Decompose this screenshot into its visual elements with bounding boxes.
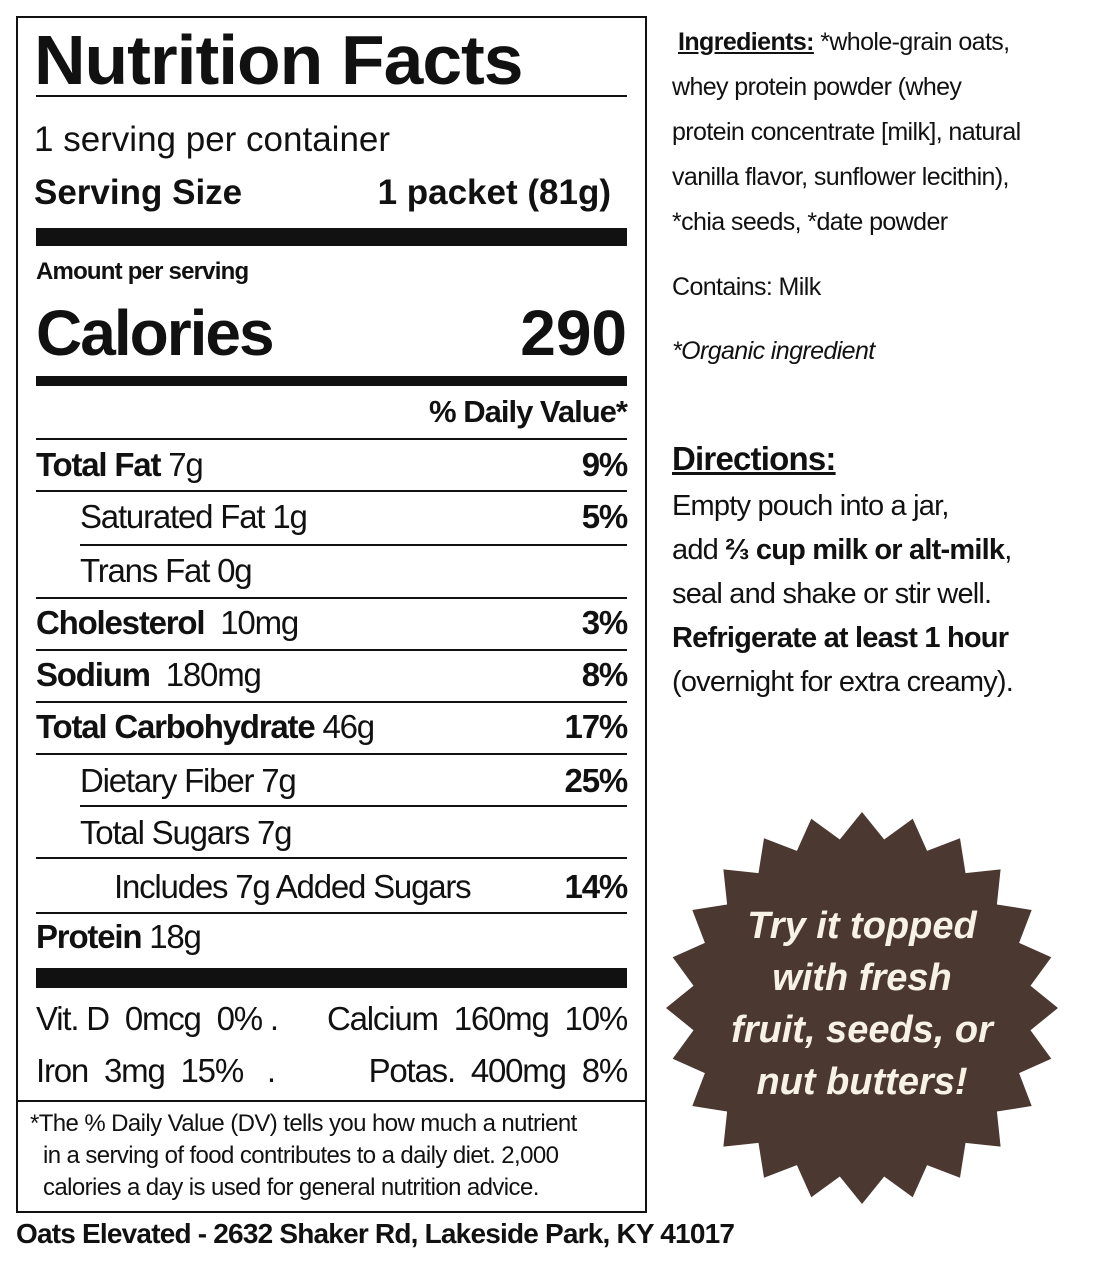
ingredients-text: *chia seeds, *date powder <box>672 208 948 236</box>
badge-line: Try it topped <box>747 905 977 947</box>
nutrient-name: Trans Fat 0g <box>80 552 253 589</box>
nutrient-name: Includes 7g Added Sugars <box>114 868 472 905</box>
divider <box>80 805 627 807</box>
nutrition-title: Nutrition Facts <box>34 21 524 99</box>
directions-text: add ⅔ cup milk or alt-milk, <box>672 534 1012 567</box>
starburst-badge <box>666 812 1058 1204</box>
nutrient-row-protein: Protein 18g <box>36 916 627 956</box>
organic-note: *Organic ingredient <box>672 337 875 365</box>
nutrient-name: Total Fat <box>36 446 161 483</box>
footnote: *The % Daily Value (DV) tells you how mu… <box>30 1108 577 1204</box>
nutrient-amount: 10mg <box>220 604 299 641</box>
nutrient-amount: 180mg <box>165 656 262 693</box>
footnote-divider <box>18 1100 645 1102</box>
divider <box>36 912 627 914</box>
badge-line: with fresh <box>772 957 952 999</box>
ingredients-text: protein concentrate [milk], natural <box>672 118 1021 146</box>
footer-address: Oats Elevated - 2632 Shaker Rd, Lakeside… <box>16 1218 735 1249</box>
divider <box>36 438 627 440</box>
amount-per-serving: Amount per serving <box>36 258 249 285</box>
divider <box>36 857 627 859</box>
iron-value: Iron 3mg 15% . <box>36 1052 276 1089</box>
nutrient-row-added-sugars: Includes 7g Added Sugars 14% <box>36 866 629 906</box>
serving-size-label: Serving Size <box>34 173 243 212</box>
nutrient-row-sodium: Sodium 180mg 8% <box>36 654 629 694</box>
divider <box>36 753 627 755</box>
directions-text: (overnight for extra creamy). <box>672 666 1014 698</box>
nutrient-dv: 8% <box>581 656 629 693</box>
badge-line: nut butters! <box>756 1061 968 1103</box>
nutrient-amount: 7g <box>168 446 204 483</box>
vitamins-row-1: Vit. D 0mcg 0% . Calcium 160mg 10% <box>36 996 628 1038</box>
nutrient-row-cholesterol: Cholesterol 10mg 3% <box>36 602 629 642</box>
footnote-line: *The % Daily Value (DV) tells you how mu… <box>30 1110 577 1137</box>
allergen-contains: Contains: Milk <box>672 273 821 301</box>
directions-refrigerate: Refrigerate at least 1 hour <box>672 622 1009 654</box>
nutrient-name: Total Carbohydrate <box>36 708 316 745</box>
nutrient-row-total-carbohydrate: Total Carbohydrate 46g 17% <box>36 706 629 746</box>
nutrient-name: Dietary Fiber 7g <box>80 762 297 799</box>
badge-text: Try it topped with fresh fruit, seeds, o… <box>662 900 1062 1108</box>
nutrient-name: Sodium <box>36 656 151 693</box>
vitamins-row-2: Iron 3mg 15% . Potas. 400mg 8% <box>36 1048 629 1090</box>
divider <box>80 544 627 546</box>
divider <box>36 490 627 492</box>
directions-text-part: , <box>1004 534 1012 566</box>
nutrient-name: Saturated Fat 1g <box>80 498 308 535</box>
nutrient-dv: 3% <box>581 604 629 641</box>
nutrient-dv: 14% <box>564 868 629 905</box>
divider <box>36 649 627 651</box>
nutrient-dv: 9% <box>581 446 629 483</box>
nutrient-amount: 18g <box>149 918 202 955</box>
ingredients-heading: Ingredients: <box>678 28 814 56</box>
divider <box>36 701 627 703</box>
servings-per-container: 1 serving per container <box>34 120 391 159</box>
potassium-value: Potas. 400mg 8% <box>368 1052 629 1089</box>
medium-divider <box>36 376 627 386</box>
nutrient-dv: 25% <box>564 762 629 799</box>
nutrient-row-saturated-fat: Saturated Fat 1g 5% <box>36 496 629 536</box>
calories-label: Calories <box>36 297 275 369</box>
directions-text-part: add <box>672 534 726 566</box>
thick-divider <box>36 968 627 988</box>
nutrient-name: Cholesterol <box>36 604 206 641</box>
serving-size-value: 1 packet (81g) <box>377 173 611 212</box>
ingredients-text: whey protein powder (whey <box>672 73 962 101</box>
nutrient-row-total-sugars: Total Sugars 7g <box>36 812 627 852</box>
nutrition-facts-panel <box>16 16 647 1213</box>
nutrient-dv: 5% <box>581 498 629 535</box>
footnote-line: calories a day is used for general nutri… <box>43 1174 539 1201</box>
nutrient-row-dietary-fiber: Dietary Fiber 7g 25% <box>36 760 629 800</box>
starburst-shape <box>666 812 1058 1204</box>
nutrient-name: Protein <box>36 918 142 955</box>
vitamin-d-calcium-left: Vit. D 0mcg 0% . <box>36 1000 279 1037</box>
directions-text: Empty pouch into a jar, <box>672 490 949 522</box>
directions-heading: Directions: <box>672 440 836 477</box>
calcium-value: Calcium 160mg 10% <box>326 1000 628 1037</box>
directions-text: seal and shake or stir well. <box>672 578 992 610</box>
ingredients-line-1: Ingredients: *whole-grain oats, <box>672 28 1010 57</box>
nutrient-row-trans-fat: Trans Fat 0g <box>36 550 627 590</box>
divider <box>36 597 627 599</box>
ingredients-text: vanilla flavor, sunflower lecithin), <box>672 163 1010 191</box>
daily-value-header: % Daily Value* <box>429 394 628 429</box>
nutrient-name: Total Sugars 7g <box>80 814 293 851</box>
directions-milk-amount: ⅔ cup milk or alt-milk <box>725 534 1005 566</box>
nutrient-dv: 17% <box>564 708 629 745</box>
nutrient-amount: 46g <box>322 708 375 745</box>
nutrient-row-total-fat: Total Fat 7g 9% <box>36 444 629 484</box>
footnote-line: in a serving of food contributes to a da… <box>43 1142 559 1169</box>
title-divider <box>36 95 627 97</box>
calories-value: 290 <box>520 297 627 369</box>
ingredients-text: *whole-grain oats, <box>813 28 1010 56</box>
thick-divider <box>36 228 627 246</box>
badge-line: fruit, seeds, or <box>731 1009 993 1051</box>
